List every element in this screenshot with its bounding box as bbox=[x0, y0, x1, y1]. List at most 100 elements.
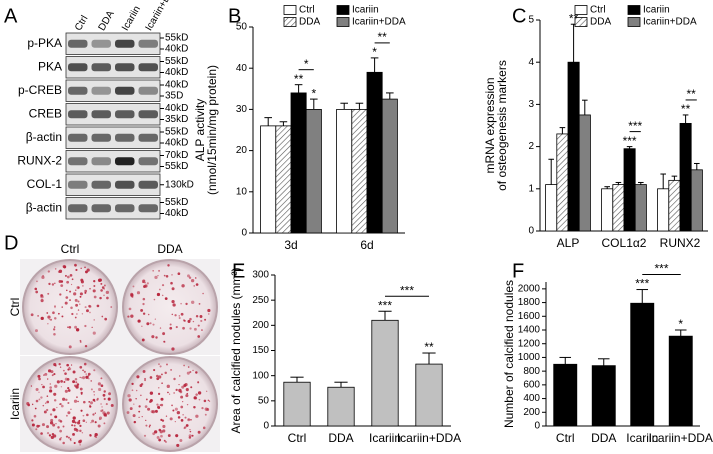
nodule bbox=[34, 287, 38, 291]
blot-marker: 40kD bbox=[165, 80, 188, 91]
nodule bbox=[186, 371, 190, 375]
bar bbox=[283, 381, 311, 427]
nodule bbox=[49, 386, 52, 389]
nodule bbox=[72, 432, 75, 436]
panel-label: D bbox=[4, 232, 18, 254]
nodule bbox=[131, 389, 134, 392]
nodule bbox=[71, 419, 76, 424]
nodule bbox=[52, 408, 56, 412]
bar bbox=[567, 61, 580, 232]
nodule bbox=[67, 326, 69, 329]
legend-label: Icariin bbox=[352, 5, 379, 16]
nodule bbox=[47, 369, 52, 373]
nodule bbox=[165, 275, 169, 278]
staining-column-label: DDA bbox=[157, 242, 182, 256]
x-tick-label: Ctrl bbox=[288, 431, 307, 445]
nodule bbox=[140, 382, 144, 386]
legend-swatch bbox=[336, 17, 350, 27]
nodule bbox=[42, 404, 45, 407]
nodule bbox=[41, 423, 45, 427]
nodule bbox=[179, 375, 181, 377]
dish bbox=[22, 259, 118, 355]
nodule bbox=[44, 402, 47, 404]
nodule bbox=[96, 397, 99, 400]
nodule bbox=[149, 424, 151, 427]
nodule bbox=[173, 392, 175, 394]
blot-marker: 55kD bbox=[165, 33, 188, 44]
y-tick-label: 600 bbox=[523, 379, 540, 390]
panel-label: F bbox=[512, 260, 524, 282]
nodule bbox=[41, 384, 43, 386]
nodule bbox=[80, 391, 83, 394]
nodule bbox=[162, 332, 166, 336]
nodule bbox=[162, 429, 166, 433]
nodule bbox=[93, 390, 95, 393]
nodule bbox=[77, 421, 81, 425]
nodule bbox=[49, 389, 53, 393]
legend-swatch bbox=[283, 17, 297, 27]
nodule bbox=[144, 377, 147, 381]
nodule bbox=[88, 378, 90, 380]
nodule bbox=[52, 423, 56, 427]
nodule bbox=[110, 403, 114, 407]
nodule bbox=[60, 284, 64, 287]
y-tick-label: 4 bbox=[528, 57, 534, 68]
nodule bbox=[59, 429, 62, 433]
nodule bbox=[86, 309, 89, 313]
nodule bbox=[197, 381, 200, 384]
nodule bbox=[104, 317, 108, 321]
nodule bbox=[149, 399, 153, 402]
nodule bbox=[185, 302, 188, 306]
blot-band bbox=[115, 110, 135, 119]
nodule bbox=[168, 393, 171, 395]
nodule bbox=[51, 432, 55, 436]
nodule bbox=[132, 285, 135, 288]
nodule bbox=[52, 311, 55, 315]
nodule bbox=[108, 392, 112, 396]
nodule bbox=[169, 417, 173, 421]
nodule bbox=[91, 326, 93, 328]
nodule bbox=[69, 290, 72, 293]
nodule bbox=[165, 415, 168, 417]
nodule bbox=[82, 414, 85, 417]
y-axis-label: ALP activity bbox=[193, 99, 207, 161]
nodule bbox=[193, 405, 196, 409]
nodule bbox=[159, 404, 162, 406]
nodule bbox=[158, 288, 161, 291]
nodule bbox=[89, 434, 92, 437]
nodule bbox=[182, 413, 184, 416]
nodule bbox=[92, 413, 95, 416]
nodule bbox=[190, 300, 195, 304]
y-tick-label: 2000 bbox=[518, 283, 541, 294]
nodule bbox=[74, 325, 78, 329]
nodule bbox=[66, 289, 68, 292]
blot-band bbox=[138, 133, 158, 142]
blot-band bbox=[91, 86, 111, 95]
bar bbox=[679, 122, 692, 232]
nodule bbox=[100, 282, 103, 285]
nodule bbox=[56, 406, 58, 409]
nodule bbox=[65, 435, 69, 438]
nodule bbox=[70, 408, 72, 410]
nodule bbox=[97, 278, 102, 282]
nodule bbox=[183, 384, 187, 388]
y-tick-label: 30 bbox=[236, 104, 248, 115]
nodule bbox=[183, 319, 186, 322]
bar bbox=[290, 92, 307, 234]
nodule bbox=[164, 371, 167, 375]
blot-band bbox=[91, 39, 111, 48]
nodule bbox=[156, 292, 161, 297]
nodule bbox=[62, 425, 65, 428]
y-tick-label: 40 bbox=[236, 63, 248, 74]
nodule bbox=[54, 282, 56, 284]
blot-marker: 40kD bbox=[165, 103, 188, 114]
nodule bbox=[100, 384, 104, 388]
nodule bbox=[178, 315, 180, 317]
nodule bbox=[148, 426, 151, 428]
nodule bbox=[183, 364, 186, 367]
nodule bbox=[128, 398, 132, 402]
bar bbox=[690, 169, 703, 232]
nodule bbox=[101, 406, 103, 408]
nodule bbox=[68, 326, 72, 329]
nodule bbox=[147, 407, 151, 411]
